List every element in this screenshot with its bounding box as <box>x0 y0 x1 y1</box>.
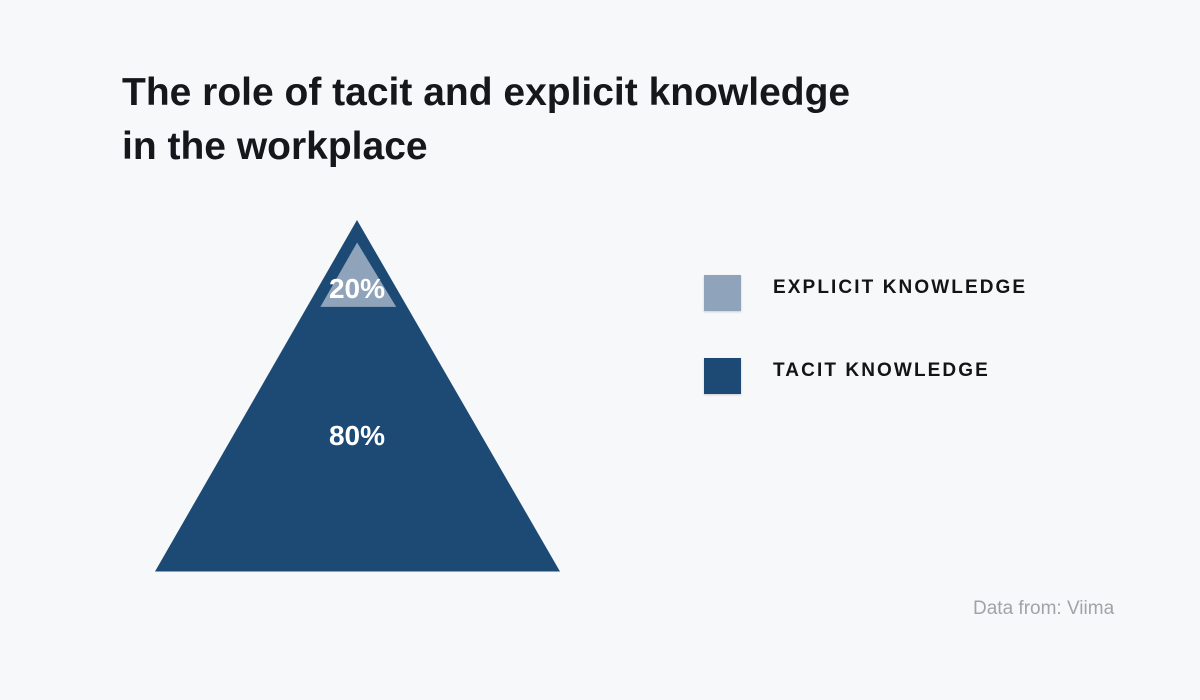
svg-text:80%: 80% <box>329 420 385 451</box>
svg-text:20%: 20% <box>329 273 385 304</box>
